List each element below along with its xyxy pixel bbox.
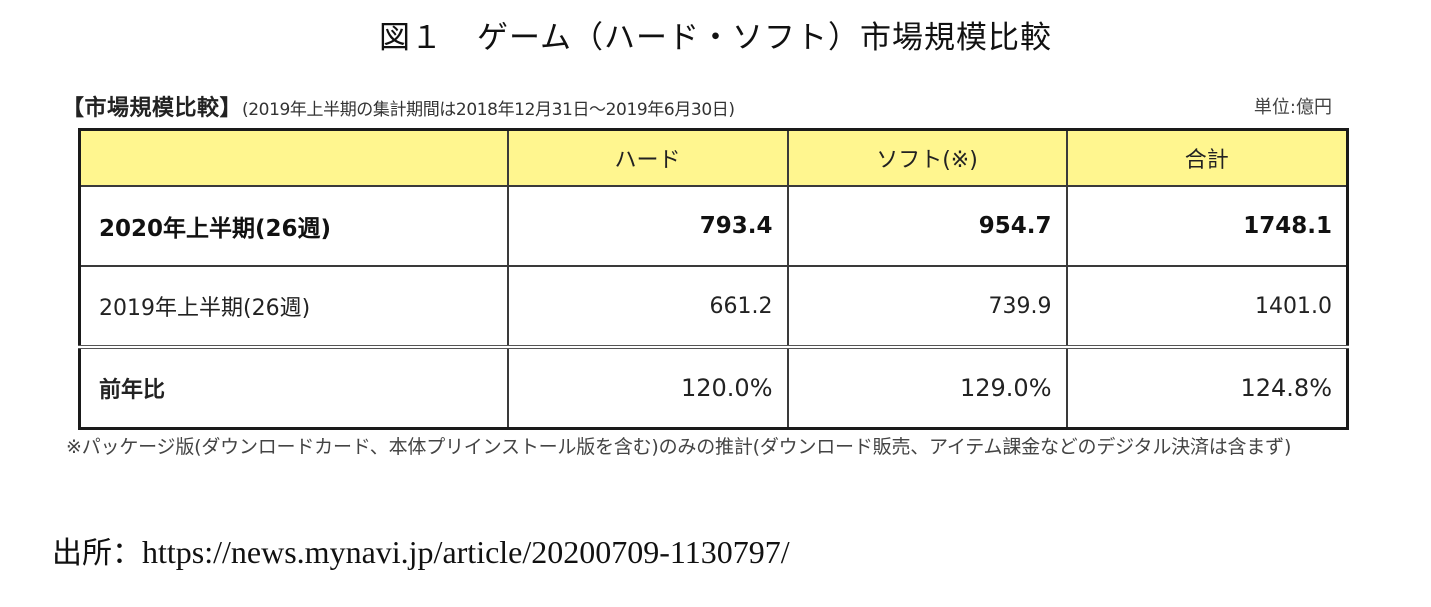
- header-hard: ハード: [506, 128, 789, 187]
- cell-hard: 120.0%: [506, 345, 789, 430]
- caption-period-note: (2019年上半期の集計期間は2018年12月31日～2019年6月30日): [242, 100, 735, 120]
- cell-soft: 129.0%: [786, 345, 1068, 430]
- source-line: 出所：https://news.mynavi.jp/article/202007…: [52, 528, 790, 572]
- caption-heading: 【市場規模比較】: [62, 96, 243, 121]
- cell-total: 124.8%: [1065, 345, 1349, 430]
- figure-number: 図１: [378, 20, 443, 56]
- cell-hard: 793.4: [506, 185, 789, 267]
- unit-label: 単位:億円: [1253, 97, 1332, 118]
- header-total: 合計: [1065, 128, 1349, 187]
- cell-hard: 661.2: [506, 265, 789, 348]
- row-label: 2019年上半期(26週): [78, 265, 509, 348]
- footnote: ※パッケージ版(ダウンロードカード、本体プリインストール版を含む)のみの推計(ダ…: [66, 436, 1292, 458]
- table-row-2019h1: 2019年上半期(26週) 661.2 739.9 1401.0: [78, 265, 1349, 348]
- cell-soft: 739.9: [786, 265, 1068, 348]
- row-label: 前年比: [78, 345, 509, 430]
- caption-main: 【市場規模比較】(2019年上半期の集計期間は2018年12月31日～2019年…: [62, 90, 735, 122]
- cell-soft: 954.7: [786, 185, 1068, 267]
- source-label: 出所：: [52, 536, 142, 571]
- table-caption: 【市場規模比較】(2019年上半期の集計期間は2018年12月31日～2019年…: [62, 90, 1352, 124]
- figure-title: 図１ ゲーム（ハード・ソフト）市場規模比較: [0, 12, 1431, 57]
- cell-total: 1748.1: [1065, 185, 1349, 267]
- row-label: 2020年上半期(26週): [78, 185, 509, 267]
- table-header-row: ハード ソフト(※) 合計: [78, 128, 1349, 187]
- header-soft: ソフト(※): [786, 128, 1068, 187]
- figure-title-text: ゲーム（ハード・ソフト）市場規模比較: [476, 20, 1053, 56]
- table-row-yoy: 前年比 120.0% 129.0% 124.8%: [78, 345, 1349, 430]
- source-url: https://news.mynavi.jp/article/20200709-…: [142, 534, 790, 570]
- cell-total: 1401.0: [1065, 265, 1349, 348]
- header-blank: [78, 128, 509, 187]
- market-size-table: ハード ソフト(※) 合計 2020年上半期(26週) 793.4 954.7 …: [78, 128, 1349, 430]
- table-row-2020h1: 2020年上半期(26週) 793.4 954.7 1748.1: [78, 185, 1349, 267]
